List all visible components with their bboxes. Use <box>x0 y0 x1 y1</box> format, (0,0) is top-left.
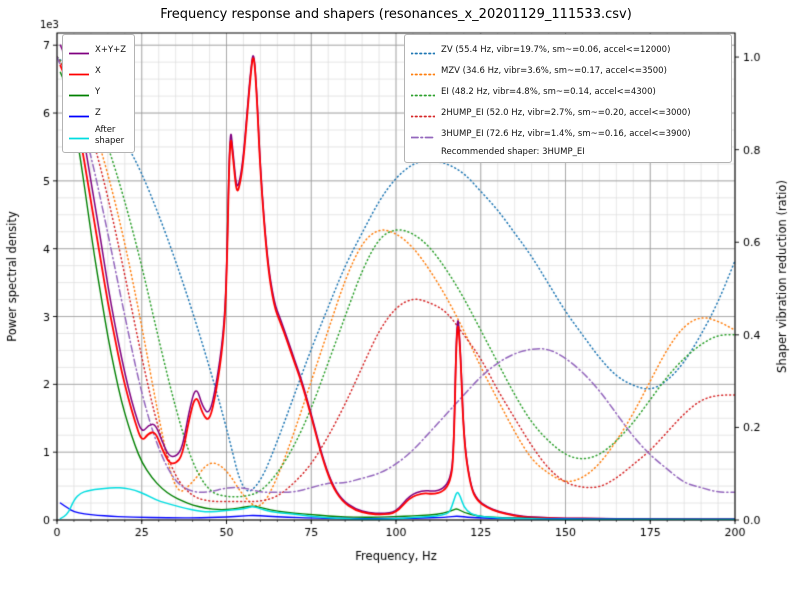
legend-line-sample <box>410 125 436 144</box>
legend-item: Y <box>68 83 126 102</box>
legend-item: EI (48.2 Hz, vibr=4.8%, sm~=0.14, accel<… <box>410 83 723 102</box>
legend-item: 2HUMP_EI (52.0 Hz, vibr=2.7%, sm~=0.20, … <box>410 104 723 123</box>
legend-item-label: 2HUMP_EI (52.0 Hz, vibr=2.7%, sm~=0.20, … <box>441 108 691 119</box>
legend-shapers: ZV (55.4 Hz, vibr=19.7%, sm~=0.06, accel… <box>404 34 732 163</box>
legend-item-label: MZV (34.6 Hz, vibr=3.6%, sm~=0.17, accel… <box>441 66 667 77</box>
recommended-shaper-text: Recommended shaper: 3HUMP_EI <box>441 147 585 157</box>
legend-item-label: ZV (55.4 Hz, vibr=19.7%, sm~=0.06, accel… <box>441 45 671 56</box>
legend-item-label: EI (48.2 Hz, vibr=4.8%, sm~=0.14, accel<… <box>441 87 656 98</box>
legend-item-label: Z <box>95 108 101 119</box>
legend-item-label: 3HUMP_EI (72.6 Hz, vibr=1.4%, sm~=0.16, … <box>441 129 691 140</box>
legend-line-sample <box>68 104 90 123</box>
legend-item: ZV (55.4 Hz, vibr=19.7%, sm~=0.06, accel… <box>410 41 723 60</box>
legend-item-label: X+Y+Z <box>95 45 127 56</box>
legend-line-sample <box>68 83 90 102</box>
legend-item: X+Y+Z <box>68 41 127 60</box>
chart-title: Frequency response and shapers (resonanc… <box>160 7 632 22</box>
legend-line-sample <box>68 126 90 145</box>
legend-psd: X+Y+Z X Y Z After shaper <box>62 34 136 154</box>
legend-item: Z <box>68 104 126 123</box>
legend-line-sample <box>410 104 436 123</box>
legend-item-label: Y <box>95 87 101 98</box>
legend-line-sample <box>410 83 436 102</box>
legend-item: After shaper <box>68 125 126 146</box>
legend-line-sample <box>68 62 90 81</box>
legend-line-sample <box>410 62 436 81</box>
legend-item-label: After shaper <box>95 125 125 146</box>
legend-item: X <box>68 62 126 81</box>
legend-item: MZV (34.6 Hz, vibr=3.6%, sm~=0.17, accel… <box>410 62 723 81</box>
legend-line-sample <box>410 41 436 60</box>
legend-item: 3HUMP_EI (72.6 Hz, vibr=1.4%, sm~=0.16, … <box>410 125 723 144</box>
legend-line-sample <box>68 41 90 60</box>
legend-item-label: X <box>95 66 101 77</box>
